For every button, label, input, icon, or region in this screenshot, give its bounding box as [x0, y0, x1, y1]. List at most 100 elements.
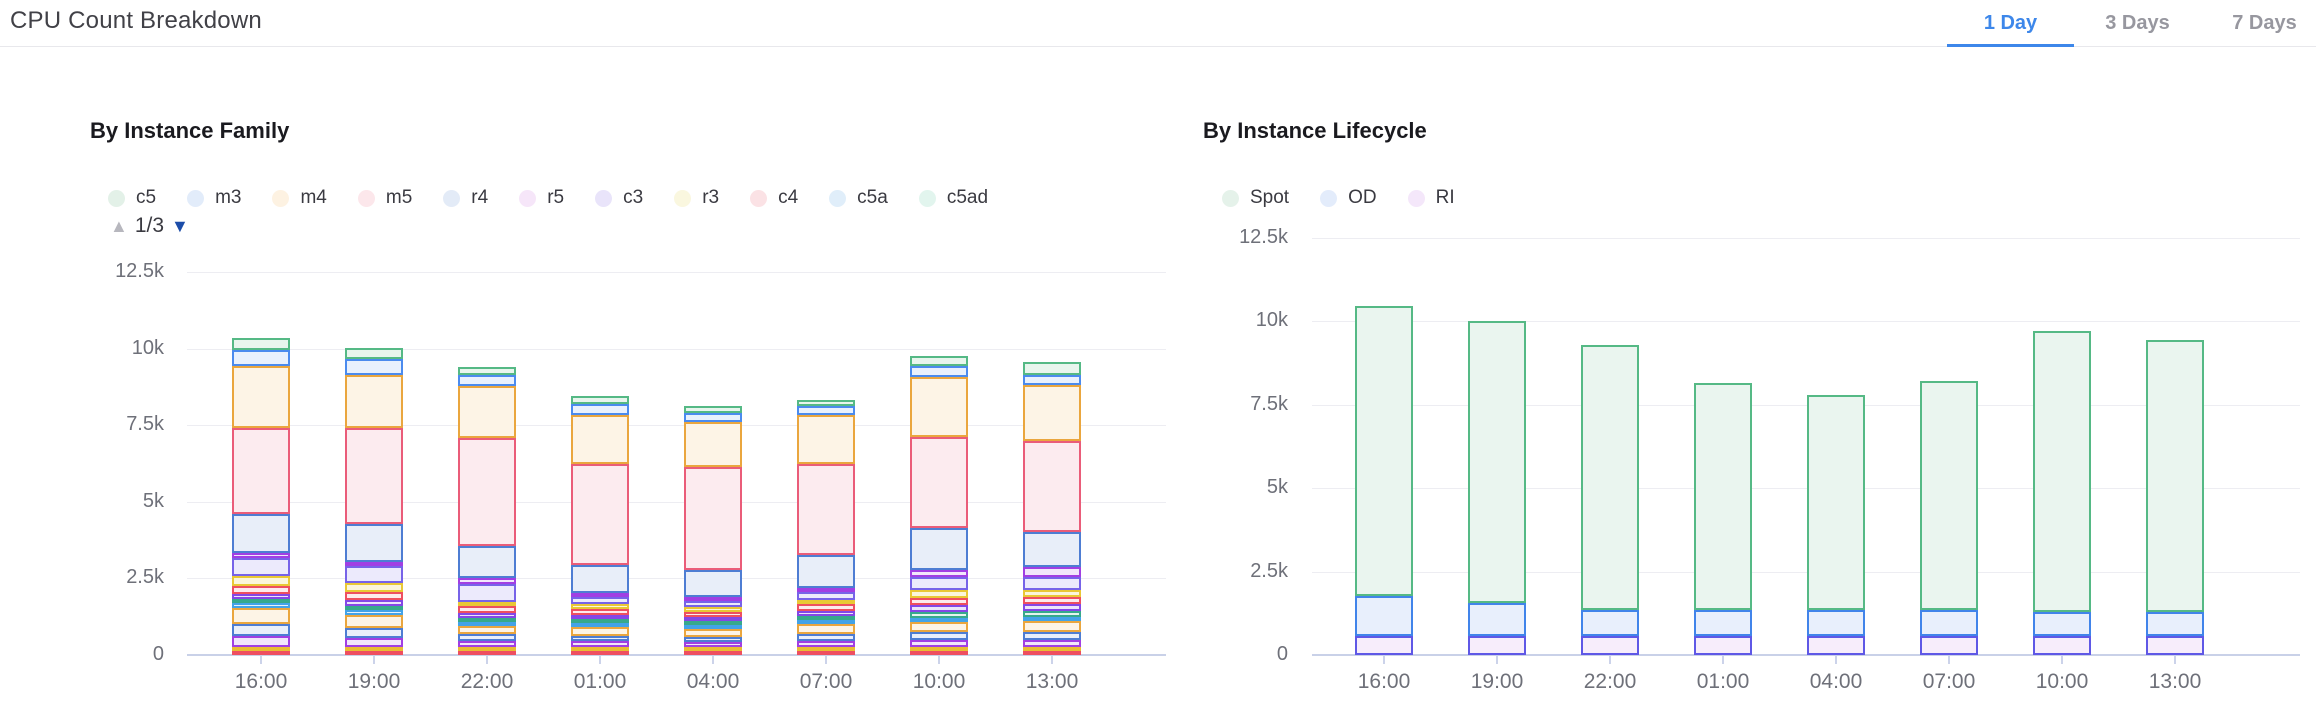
bar-segment-orange-2[interactable] [345, 375, 403, 428]
bar-segment-orange-1[interactable] [458, 626, 516, 635]
bar-segment-blue-3[interactable] [910, 366, 968, 378]
bar-segment-OD[interactable] [2146, 611, 2204, 636]
bar-segment-violet-2[interactable] [1023, 567, 1081, 577]
bar-segment-Spot[interactable] [1468, 321, 1526, 603]
legend-item-c4[interactable]: c4 [750, 187, 798, 209]
bar-segment-RI[interactable] [1694, 635, 1752, 655]
bar-segment-Spot[interactable] [2033, 331, 2091, 612]
bar-segment-purple[interactable] [345, 600, 403, 607]
bar-segment-lavender[interactable] [345, 566, 403, 583]
bar-segment-RI[interactable] [1807, 635, 1865, 655]
bar-segment-lavender[interactable] [458, 583, 516, 603]
bar-segment-purple[interactable] [232, 594, 290, 600]
bar-segment-violet-1[interactable] [1023, 639, 1081, 647]
bar-segment-orange-2[interactable] [1023, 385, 1081, 442]
bar-segment-purple[interactable] [684, 616, 742, 621]
bar-segment-red-2[interactable] [1023, 597, 1081, 605]
legend-item-r5[interactable]: r5 [519, 187, 564, 209]
bar-segment-violet-1[interactable] [684, 641, 742, 647]
bar-segment-blue-3[interactable] [1023, 374, 1081, 386]
legend-item-c5[interactable]: c5 [108, 187, 156, 209]
bar-segment-pink[interactable] [458, 438, 516, 547]
bar-segment-blue-3[interactable] [684, 413, 742, 422]
bar-segment-violet-1[interactable] [910, 640, 968, 647]
bar-segment-RI[interactable] [2033, 635, 2091, 655]
bar-segment-orange-2[interactable] [571, 414, 629, 464]
bar-segment-blue-3[interactable] [458, 374, 516, 387]
bar-segment-green[interactable] [571, 396, 629, 405]
bar-segment-skyblue[interactable] [1023, 616, 1081, 622]
bar-segment-orange-1[interactable] [797, 624, 855, 634]
bar-segment-lavender[interactable] [684, 601, 742, 608]
bar-segment-blue-2[interactable] [910, 527, 968, 570]
bar-segment-red-1[interactable] [1023, 650, 1081, 655]
bar-segment-red-1[interactable] [458, 650, 516, 655]
bar-segment-blue-3[interactable] [345, 358, 403, 376]
legend-item-r3[interactable]: r3 [674, 187, 719, 209]
bar-segment-orange-1[interactable] [684, 628, 742, 637]
bar-segment-gold-1[interactable] [458, 646, 516, 651]
legend-item-RI[interactable]: RI [1407, 187, 1455, 209]
bar-segment-gold-2[interactable] [1023, 589, 1081, 598]
bar-segment-teal[interactable] [910, 611, 968, 618]
bar-segment-blue-3[interactable] [232, 349, 290, 367]
bar-segment-violet-2[interactable] [797, 587, 855, 593]
bar-segment-red-1[interactable] [797, 650, 855, 655]
bar-segment-purple[interactable] [571, 614, 629, 619]
bar-segment-teal[interactable] [345, 606, 403, 611]
bar-segment-OD[interactable] [1355, 595, 1413, 636]
bar-segment-red-1[interactable] [684, 650, 742, 655]
bar-segment-violet-2[interactable] [458, 577, 516, 584]
bar-segment-gold-1[interactable] [797, 646, 855, 651]
bar-segment-violet-2[interactable] [684, 597, 742, 602]
bar-segment-teal[interactable] [232, 599, 290, 604]
bar-segment-skyblue[interactable] [910, 617, 968, 622]
bar-segment-purple[interactable] [910, 605, 968, 612]
legend-item-m3[interactable]: m3 [187, 187, 241, 209]
bar-segment-orange-1[interactable] [571, 626, 629, 636]
bar-segment-OD[interactable] [2033, 611, 2091, 636]
bar-segment-blue-2[interactable] [345, 523, 403, 563]
bar-segment-red-2[interactable] [910, 597, 968, 606]
bar-segment-violet-1[interactable] [571, 641, 629, 647]
bar-segment-RI[interactable] [1920, 635, 1978, 655]
bar-segment-red-2[interactable] [458, 606, 516, 614]
bar-segment-gold-2[interactable] [345, 582, 403, 593]
bar-segment-orange-2[interactable] [232, 366, 290, 428]
bar-segment-gold-2[interactable] [797, 599, 855, 604]
bar-segment-blue-1[interactable] [684, 636, 742, 642]
bar-segment-skyblue[interactable] [684, 624, 742, 629]
bar-segment-gold-2[interactable] [232, 576, 290, 587]
legend-page-down-icon[interactable]: ▼ [171, 216, 189, 236]
bar-segment-pink[interactable] [232, 427, 290, 514]
bar-segment-purple[interactable] [1023, 604, 1081, 612]
bar-segment-red-1[interactable] [345, 650, 403, 655]
bar-segment-pink[interactable] [797, 463, 855, 555]
bar-segment-RI[interactable] [1468, 635, 1526, 655]
bar-segment-violet-2[interactable] [910, 569, 968, 578]
bar-segment-green[interactable] [345, 347, 403, 359]
bar-segment-violet-1[interactable] [797, 640, 855, 647]
bar-segment-pink[interactable] [684, 467, 742, 570]
bar-segment-violet-1[interactable] [345, 637, 403, 647]
bar-segment-gold-1[interactable] [1023, 646, 1081, 651]
bar-segment-orange-2[interactable] [910, 377, 968, 437]
bar-segment-red-1[interactable] [232, 650, 290, 655]
bar-segment-violet-1[interactable] [232, 635, 290, 647]
bar-segment-green[interactable] [910, 356, 968, 367]
legend-item-c3[interactable]: c3 [595, 187, 643, 209]
bar-segment-gold-2[interactable] [458, 602, 516, 607]
legend-item-c5a[interactable]: c5a [829, 187, 888, 209]
bar-segment-pink[interactable] [345, 427, 403, 524]
bar-segment-red-2[interactable] [571, 609, 629, 615]
bar-segment-orange-2[interactable] [458, 386, 516, 439]
bar-segment-Spot[interactable] [2146, 339, 2204, 612]
bar-segment-purple[interactable] [458, 613, 516, 618]
bar-segment-red-2[interactable] [232, 586, 290, 595]
bar-segment-blue-1[interactable] [1023, 631, 1081, 640]
bar-segment-RI[interactable] [2146, 635, 2204, 655]
bar-segment-orange-1[interactable] [345, 614, 403, 628]
bar-segment-Spot[interactable] [1581, 344, 1639, 610]
bar-segment-gold-2[interactable] [684, 607, 742, 613]
bar-segment-blue-2[interactable] [1023, 532, 1081, 568]
